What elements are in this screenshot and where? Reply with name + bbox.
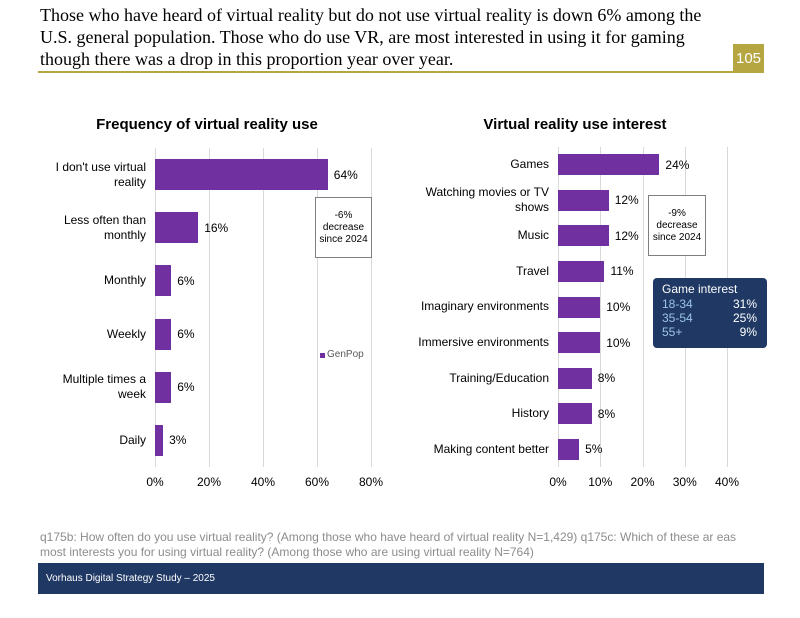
x-tick-label: 10%: [588, 475, 613, 489]
category-label: History: [511, 406, 549, 421]
bar: [155, 212, 199, 244]
value-label: 5%: [585, 442, 603, 457]
bar: [155, 371, 172, 403]
x-tick-label: 40%: [714, 475, 740, 489]
grid-line: [371, 148, 372, 467]
bar: [558, 154, 660, 176]
category-label: Immersive environments: [418, 335, 549, 350]
bar: [558, 296, 601, 318]
inset-value: 25%: [732, 311, 757, 325]
footer: Vorhaus Digital Strategy Study – 2025: [38, 563, 764, 594]
x-tick-label: 20%: [196, 475, 222, 489]
value-label: 6%: [177, 380, 195, 395]
category-label: Less often than monthly: [63, 212, 146, 242]
grid-line: [317, 148, 318, 467]
bar: [558, 189, 609, 211]
inset-title: Game interest: [662, 282, 738, 296]
chart-title: Frequency of virtual reality use: [96, 116, 318, 133]
value-label: 12%: [614, 193, 639, 208]
value-label: 6%: [177, 273, 195, 288]
category-label: Multiple times a week: [62, 372, 146, 402]
category-label: Daily: [119, 432, 146, 447]
grid-line: [263, 148, 264, 467]
inset-value: 9%: [739, 325, 757, 339]
x-tick-label: 80%: [358, 475, 384, 489]
x-tick-label: 30%: [672, 475, 697, 489]
x-tick-label: 60%: [304, 475, 330, 489]
chart-title: Virtual reality use interest: [483, 116, 667, 133]
category-label: I don't use virtual reality: [55, 159, 146, 189]
value-label: 12%: [614, 228, 639, 243]
grid-line: [209, 148, 210, 467]
x-tick-label: 20%: [630, 475, 655, 489]
bar: [558, 225, 609, 247]
legend-label: GenPop: [327, 349, 364, 360]
value-label: 11%: [610, 264, 634, 279]
inset-value: 31%: [732, 297, 757, 311]
category-label: Watching movies or TV shows: [425, 185, 549, 215]
value-label: 3%: [169, 433, 187, 448]
slide-title: Those who have heard of virtual reality …: [40, 5, 702, 69]
value-label: 8%: [597, 371, 616, 386]
inset-label: 18-34: [662, 297, 693, 311]
inset-label: 55+: [662, 325, 683, 339]
x-tick-label: 0%: [146, 475, 164, 489]
category-label: Training/Education: [449, 370, 549, 385]
bar: [155, 424, 164, 456]
bar: [155, 159, 328, 191]
bar: [558, 403, 592, 425]
bar: [155, 265, 172, 297]
bar: [558, 260, 605, 282]
value-label: 10%: [606, 300, 631, 314]
category-label: Imaginary environments: [420, 299, 549, 314]
category-label: Music: [517, 228, 549, 243]
category-label: Monthly: [103, 273, 146, 288]
inset-box: Game interest 18-34 31% 35-54 25% 55+ 9%: [653, 278, 767, 348]
value-label: 8%: [597, 406, 616, 421]
value-label: 16%: [204, 220, 229, 235]
value-label: 64%: [333, 167, 358, 182]
category-label: Games: [510, 157, 549, 172]
grid-line: [155, 148, 156, 467]
annotation-box: -9% decrease since 2024: [648, 195, 706, 256]
x-tick-label: 0%: [549, 475, 567, 489]
value-label: 10%: [606, 335, 631, 350]
grid-line: [642, 147, 644, 467]
category-label: Travel: [516, 263, 549, 278]
bar: [558, 332, 601, 354]
value-label: 6%: [177, 327, 195, 342]
grid-line: [600, 147, 602, 467]
bar: [558, 367, 592, 389]
title-rule: [38, 71, 733, 73]
category-label: Weekly: [106, 326, 146, 341]
category-label: Making content better: [433, 441, 549, 456]
x-tick-label: 40%: [250, 475, 276, 489]
page-number: 105: [733, 44, 764, 73]
bar: [155, 318, 172, 350]
annotation-box: -6% decrease since 2024: [315, 197, 372, 258]
inset-label: 35-54: [662, 311, 693, 325]
bar: [558, 438, 580, 460]
legend-swatch: [320, 353, 325, 358]
footnote: q175b: How often do you use virtual real…: [40, 530, 737, 559]
value-label: 24%: [665, 157, 690, 172]
